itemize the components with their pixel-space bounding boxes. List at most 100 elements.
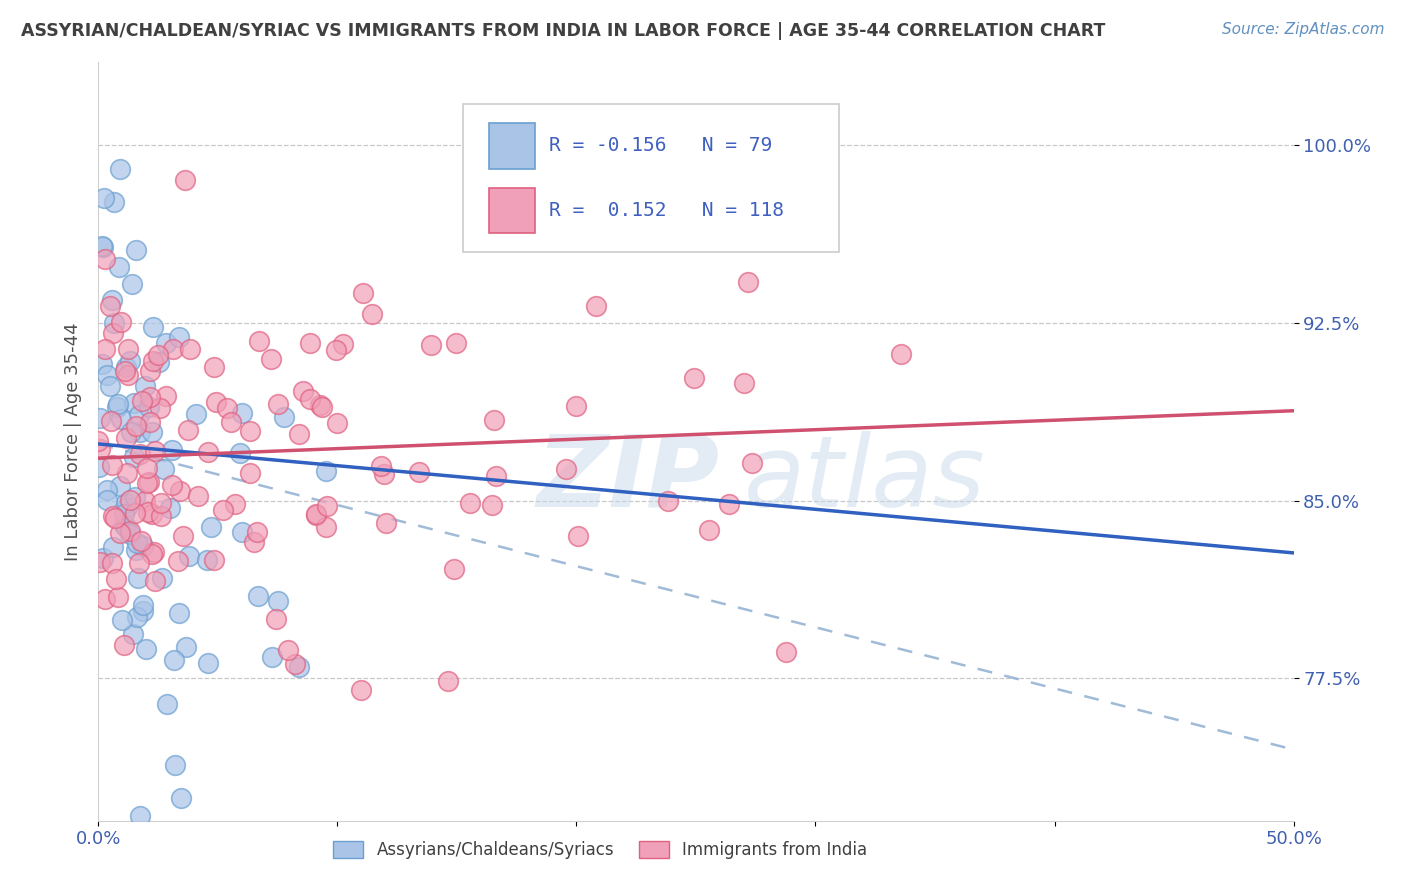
- Point: [138, 475, 160, 489]
- Point: [114, 517, 136, 532]
- Point: [91, 357, 114, 371]
- Point: [159, 500, 181, 515]
- Point: [267, 397, 290, 411]
- Point: [101, 541, 124, 555]
- Point: [187, 489, 209, 503]
- Point: [143, 574, 166, 588]
- Point: [143, 444, 166, 458]
- Point: [554, 461, 576, 475]
- Point: [107, 591, 129, 605]
- Point: [243, 534, 266, 549]
- Point: [141, 507, 163, 521]
- Point: [96, 493, 118, 508]
- Text: R = -0.156   N = 79: R = -0.156 N = 79: [548, 136, 772, 155]
- Point: [124, 244, 146, 258]
- Point: [229, 446, 252, 460]
- Point: [101, 508, 124, 523]
- Point: [165, 758, 187, 772]
- Point: [565, 399, 588, 413]
- Point: [162, 343, 184, 357]
- Point: [115, 500, 138, 515]
- Point: [184, 407, 207, 421]
- Point: [134, 378, 156, 392]
- Point: [174, 173, 197, 187]
- Bar: [489, 123, 534, 169]
- Point: [167, 554, 190, 568]
- Point: [260, 351, 283, 366]
- Point: [219, 415, 242, 429]
- Point: [408, 465, 430, 479]
- Point: [202, 359, 225, 374]
- Point: [132, 598, 155, 612]
- Point: [121, 277, 143, 291]
- Point: [239, 467, 262, 481]
- Point: [697, 523, 720, 537]
- Point: [169, 330, 191, 344]
- Point: [325, 416, 347, 430]
- Point: [718, 497, 741, 511]
- Point: [149, 509, 172, 524]
- Point: [153, 462, 176, 476]
- Point: [148, 348, 170, 362]
- Point: [315, 499, 337, 513]
- Point: [360, 307, 382, 321]
- Point: [100, 414, 122, 428]
- Point: [260, 649, 283, 664]
- Point: [112, 639, 135, 653]
- Point: [124, 450, 146, 465]
- Point: [291, 384, 314, 398]
- Point: [131, 603, 153, 617]
- Point: [305, 508, 328, 522]
- Point: [247, 590, 270, 604]
- Text: R =  0.152   N = 118: R = 0.152 N = 118: [548, 201, 785, 219]
- Point: [122, 626, 145, 640]
- Point: [202, 553, 225, 567]
- Point: [485, 469, 508, 483]
- Point: [733, 376, 755, 391]
- FancyBboxPatch shape: [463, 104, 839, 252]
- Point: [98, 299, 121, 313]
- Point: [90, 239, 112, 253]
- Point: [115, 520, 138, 534]
- Point: [128, 556, 150, 570]
- Point: [101, 556, 124, 570]
- Point: [91, 551, 114, 566]
- Point: [264, 612, 287, 626]
- Point: [139, 416, 162, 430]
- Point: [94, 252, 117, 266]
- Point: [277, 643, 299, 657]
- Point: [273, 410, 295, 425]
- Point: [460, 496, 482, 510]
- Point: [105, 572, 128, 586]
- Point: [179, 343, 201, 357]
- Point: [127, 571, 149, 585]
- Point: [111, 613, 134, 627]
- Point: [737, 275, 759, 289]
- Point: [120, 527, 142, 541]
- Point: [231, 524, 253, 539]
- Point: [142, 354, 165, 368]
- Point: [120, 354, 142, 368]
- Point: [107, 397, 129, 411]
- Point: [131, 539, 153, 553]
- Point: [141, 547, 163, 561]
- Point: [352, 285, 374, 300]
- Point: [419, 337, 441, 351]
- Point: [110, 478, 132, 492]
- Point: [110, 315, 132, 329]
- Point: [108, 526, 131, 541]
- Point: [94, 342, 117, 356]
- Point: [96, 483, 118, 497]
- Point: [169, 484, 191, 499]
- Point: [143, 545, 166, 559]
- Point: [890, 346, 912, 360]
- Point: [315, 520, 337, 534]
- Point: [134, 494, 156, 508]
- Point: [484, 413, 506, 427]
- Point: [287, 660, 309, 674]
- Point: [437, 674, 460, 689]
- Point: [370, 458, 392, 473]
- Point: [87, 460, 110, 475]
- Point: [246, 524, 269, 539]
- Point: [162, 443, 184, 458]
